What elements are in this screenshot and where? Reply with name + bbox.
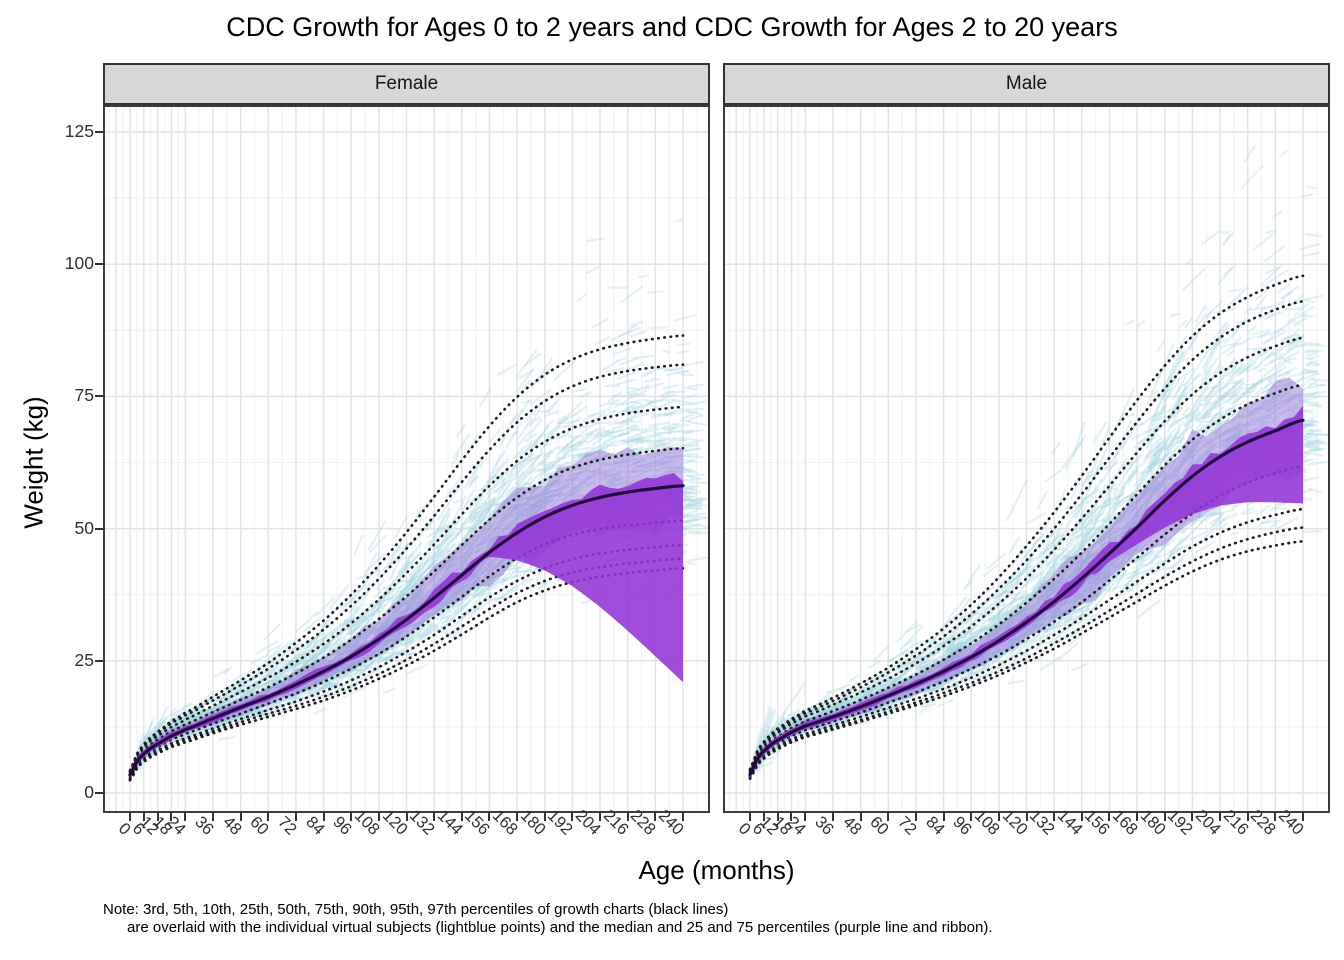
x-tick-mark	[322, 813, 325, 821]
x-tick-mark	[970, 813, 973, 821]
x-tick-mark	[211, 813, 214, 821]
facet-strip-male: Male	[723, 63, 1330, 105]
x-tick-mark	[142, 813, 145, 821]
x-tick-mark	[294, 813, 297, 821]
x-tick-mark	[1191, 813, 1194, 821]
facet-strip-female-label: Female	[374, 73, 439, 94]
figure-note-line1: Note: 3rd, 5th, 10th, 25th, 50th, 75th, …	[103, 901, 729, 918]
x-tick-mark	[184, 813, 187, 821]
y-tick-label: 75	[74, 385, 94, 406]
y-tick-mark	[95, 395, 103, 398]
x-tick-mark	[1108, 813, 1111, 821]
x-tick-mark	[776, 813, 779, 821]
y-tick-mark	[95, 131, 103, 133]
y-tick-label: 0	[84, 782, 94, 802]
x-tick-mark	[156, 813, 159, 821]
x-tick-mark	[433, 813, 436, 821]
x-tick-mark	[1025, 813, 1028, 821]
x-tick-mark	[914, 813, 917, 821]
facet-strip-male-label: Male	[1005, 73, 1048, 94]
x-tick-mark	[1246, 813, 1249, 821]
x-tick-mark	[997, 813, 1000, 821]
x-tick-mark	[682, 813, 684, 821]
x-tick-mark	[267, 813, 270, 821]
x-tick-mark	[488, 813, 491, 821]
x-tick-mark	[516, 813, 519, 821]
panel-female-canvas	[103, 105, 710, 813]
y-tick-mark	[95, 263, 103, 266]
x-axis-title: Age (months)	[638, 855, 795, 885]
panel-female	[103, 105, 710, 813]
panel-male	[723, 105, 1330, 813]
x-tick-mark	[1274, 813, 1277, 821]
x-tick-mark	[887, 813, 890, 821]
x-tick-mark	[804, 813, 807, 821]
x-tick-mark	[749, 813, 751, 821]
x-tick-mark	[762, 813, 765, 821]
y-tick-mark	[95, 659, 103, 662]
x-tick-mark	[377, 813, 380, 821]
x-tick-mark	[1219, 813, 1222, 821]
x-tick-mark	[1080, 813, 1083, 821]
plot-title: CDC Growth for Ages 0 to 2 years and CDC…	[226, 12, 1118, 42]
facet-strip-female: Female	[103, 63, 710, 105]
y-tick-label: 100	[64, 253, 94, 274]
x-tick-mark	[599, 813, 602, 821]
panel-male-canvas	[723, 105, 1330, 813]
y-axis-title: Weight (kg)	[18, 396, 49, 529]
figure-note-line2: are overlaid with the individual virtual…	[127, 919, 993, 936]
x-tick-mark	[571, 813, 574, 821]
x-tick-mark	[170, 813, 173, 821]
x-tick-mark	[350, 813, 353, 821]
y-tick-mark	[95, 527, 103, 530]
x-tick-mark	[1163, 813, 1166, 821]
x-tick-mark	[1302, 813, 1304, 821]
x-tick-mark	[1136, 813, 1139, 821]
figure-note: Note: 3rd, 5th, 10th, 25th, 50th, 75th, …	[103, 901, 993, 937]
x-tick-mark	[654, 813, 657, 821]
x-tick-mark	[405, 813, 408, 821]
x-tick-mark	[129, 813, 131, 821]
x-tick-mark	[460, 813, 463, 821]
x-tick-mark	[543, 813, 546, 821]
x-tick-mark	[1053, 813, 1056, 821]
y-tick-label: 125	[64, 121, 94, 141]
x-tick-mark	[626, 813, 629, 821]
x-tick-mark	[942, 813, 945, 821]
x-tick-mark	[859, 813, 862, 821]
y-tick-mark	[95, 792, 103, 794]
y-tick-label: 50	[74, 517, 94, 538]
x-tick-mark	[831, 813, 834, 821]
y-tick-label: 25	[74, 649, 94, 670]
x-tick-mark	[239, 813, 242, 821]
x-tick-mark	[790, 813, 793, 821]
